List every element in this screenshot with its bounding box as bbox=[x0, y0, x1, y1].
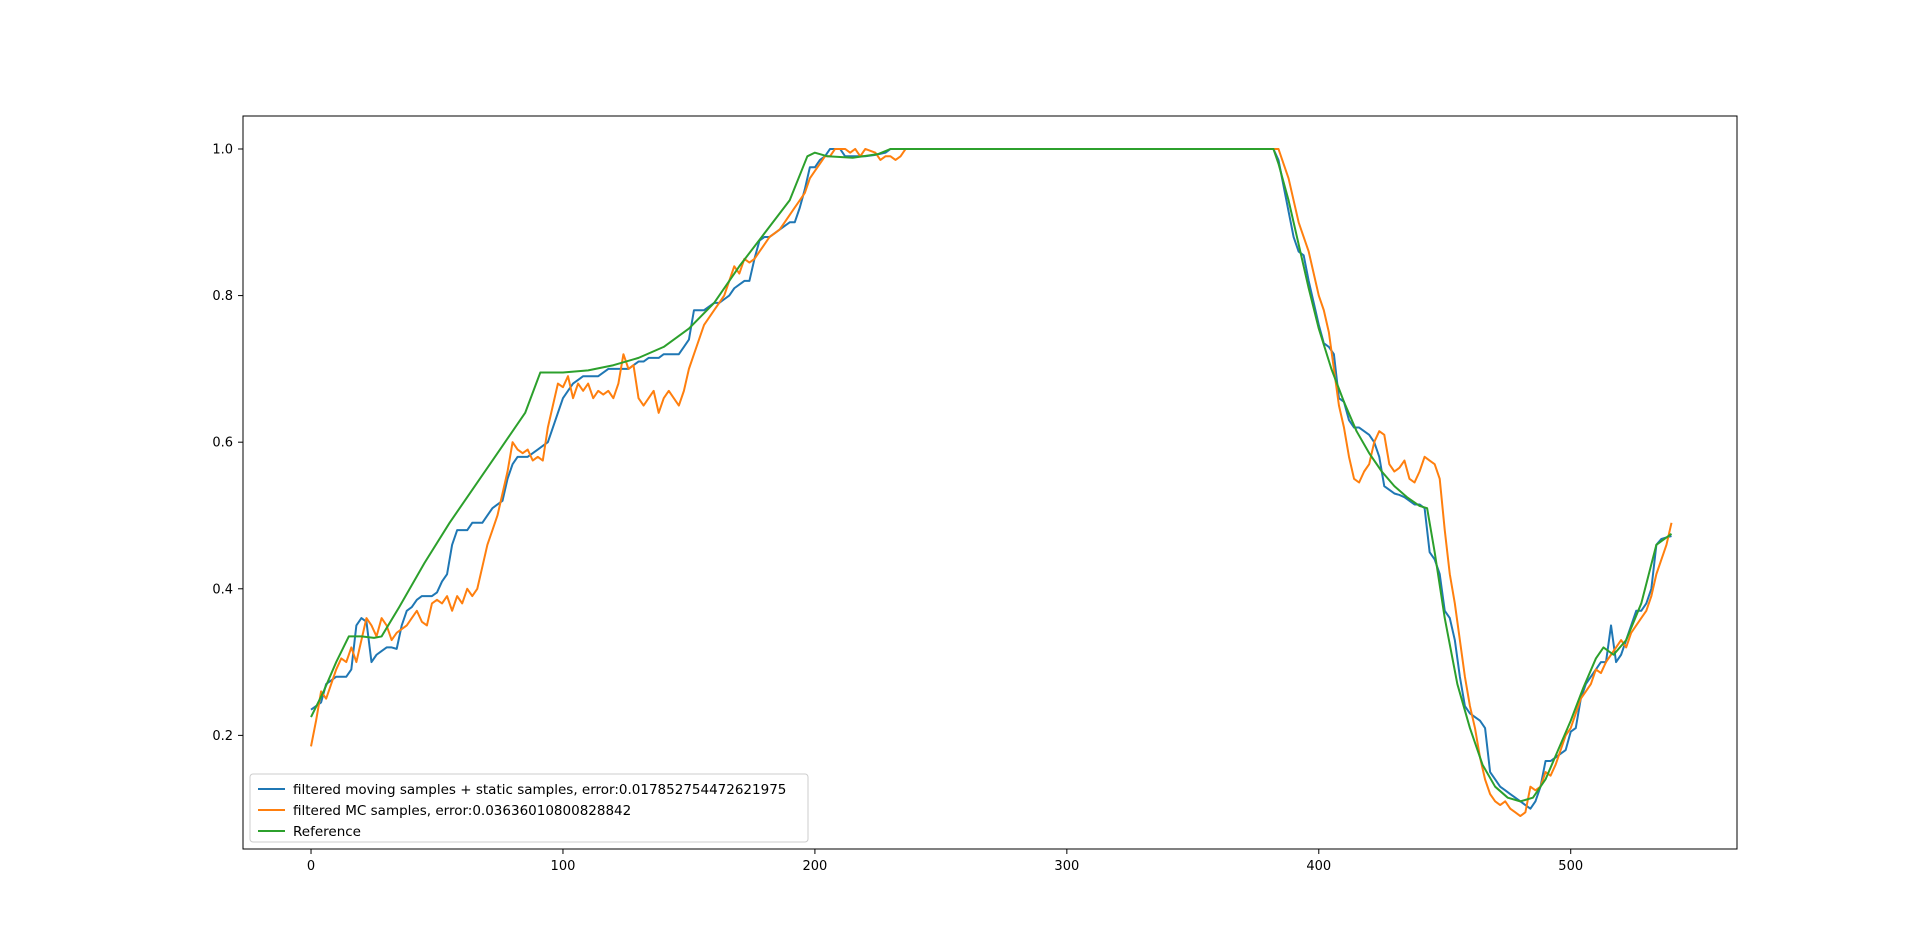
x-tick-label: 500 bbox=[1558, 859, 1583, 874]
y-tick-label: 0.6 bbox=[212, 436, 233, 451]
legend-label-2: filtered MC samples, error:0.03636010800… bbox=[293, 803, 631, 819]
x-axis: 0 100 200 300 400 500 bbox=[307, 849, 1583, 874]
legend-label-1: filtered moving samples + static samples… bbox=[293, 782, 786, 798]
x-tick-label: 200 bbox=[802, 859, 827, 874]
y-tick-label: 0.2 bbox=[212, 729, 233, 744]
x-tick-label: 400 bbox=[1306, 859, 1331, 874]
x-tick-label: 0 bbox=[307, 859, 315, 874]
legend: filtered moving samples + static samples… bbox=[249, 773, 809, 843]
series-layer bbox=[310, 147, 1673, 818]
legend-box bbox=[249, 773, 809, 843]
x-tick-label: 100 bbox=[551, 859, 576, 874]
y-tick-label: 1.0 bbox=[212, 142, 233, 157]
y-tick-label: 0.4 bbox=[212, 582, 233, 597]
series-line-1 bbox=[310, 147, 1672, 810]
series-line-3 bbox=[310, 147, 1673, 803]
legend-label-3: Reference bbox=[293, 824, 361, 840]
y-tick-label: 0.8 bbox=[212, 289, 233, 304]
series-line-2 bbox=[310, 147, 1673, 818]
y-axis: 0.2 0.4 0.6 0.8 1.0 bbox=[212, 142, 243, 744]
plot-area-frame bbox=[242, 115, 1738, 850]
x-tick-label: 300 bbox=[1054, 859, 1079, 874]
